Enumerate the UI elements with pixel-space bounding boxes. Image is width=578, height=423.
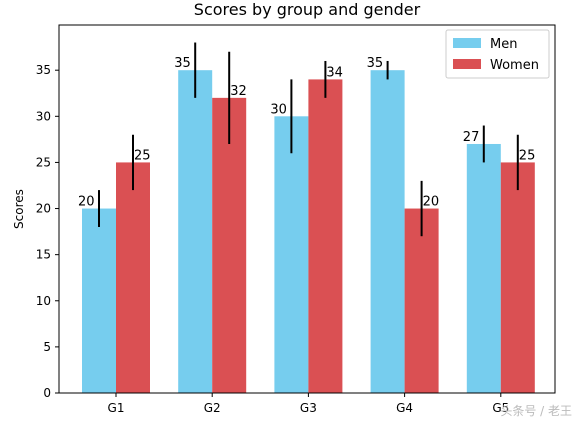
legend-swatch-women [453,59,481,69]
value-label-women-g5: 25 [519,148,536,163]
watermark: 头条号 / 老王 [500,404,572,418]
value-label-women-g2: 32 [230,84,247,99]
y-tick-label: 10 [36,294,51,308]
x-tick-label: G1 [108,401,125,415]
x-tick-label: G5 [492,401,509,415]
y-tick-label: 30 [36,109,51,123]
y-tick-label: 25 [36,155,51,169]
plot-area: 20 35 30 35 27 25 32 34 20 25 0 5 10 15 20 25 30 35 G1 G2 G3… [36,24,556,415]
x-tick-label: G4 [396,401,413,415]
legend-label-women: Women [490,58,539,73]
bar-women-g5 [500,162,535,393]
legend: Men Women [445,29,550,79]
y-tick-label: 20 [36,202,51,216]
bar-men-g5 [466,143,501,393]
y-axis-label: Scores [12,189,26,229]
y-tick-label: 35 [36,63,51,77]
bar-women-g4 [404,208,439,393]
value-label-women-g1: 25 [134,148,151,163]
bar-men-g1 [82,208,116,393]
y-tick-label: 15 [36,248,51,262]
value-label-women-g4: 20 [423,195,440,210]
y-tick-label: 5 [43,340,51,354]
value-label-men-g4: 35 [367,56,384,71]
value-label-men-g1: 20 [78,195,95,210]
value-label-men-g3: 30 [270,102,287,117]
bar-women-g1 [116,162,150,393]
bar-women-g2 [212,97,247,393]
legend-swatch-men [453,38,481,48]
x-tick-label: G3 [300,401,317,415]
bar-men-g3 [274,116,309,393]
legend-label-men: Men [490,37,517,52]
value-label-women-g3: 34 [326,65,343,80]
x-tick-label: G2 [204,401,221,415]
value-label-men-g5: 27 [463,130,480,145]
chart-title: Scores by group and gender [194,0,421,19]
value-label-men-g2: 35 [174,56,191,71]
y-tick-label: 0 [43,386,51,400]
bar-men-g2 [178,70,213,393]
bar-women-g3 [308,79,343,393]
bar-men-g4 [370,70,405,393]
